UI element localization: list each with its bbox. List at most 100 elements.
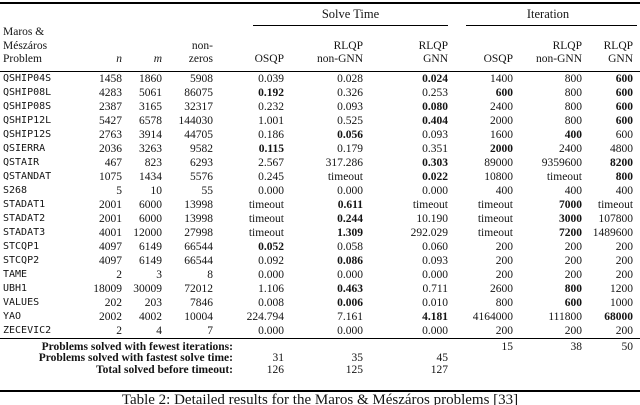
cell-iteration: 200 [564,254,582,267]
cell-iteration: 400 [564,184,582,197]
cell-solve-time: timeout [412,198,448,211]
cell-solve-time: 0.000 [258,324,284,337]
cell-problem: STCQP2 [3,254,40,266]
cell-iteration: 600 [615,128,634,141]
cell-n: 2763 [99,128,122,141]
cell-iteration: 800 [564,100,582,113]
cell-nonzeros: 86075 [184,86,213,99]
cell-iteration: 600 [495,86,513,99]
table-caption: Table 2: Detailed results for the Maros … [121,392,519,405]
group-header-iteration: Iteration [448,3,640,26]
cell-solve-time: 0.192 [258,86,284,99]
cell-nonzeros: 5576 [190,170,213,183]
cell-iteration: 2400 [559,142,582,155]
cell-iteration: 1489600 [592,226,634,239]
cell-iteration: 68000 [604,310,634,323]
cell-n: 202 [104,296,122,309]
summary-value: 125 [284,364,363,392]
cell-solve-time: 0.179 [337,142,363,155]
cell-iteration: timeout [477,212,513,225]
cell-iteration: 2000 [490,114,513,127]
summary-row-fewest-iterations: Problems solved with fewest iterations: … [0,337,640,353]
cell-iteration: 200 [495,268,513,281]
cell-m: 3263 [139,142,162,155]
cell-n: 2 [116,268,122,281]
cell-iteration: 600 [615,86,634,99]
table-row: QSHIP08S 2387 3165 32317 0.232 0.093 0.080 2400… [0,100,640,114]
cell-solve-time: timeout [248,198,284,211]
cell-solve-time: 0.244 [337,212,363,225]
cell-m: 6000 [139,198,162,211]
cell-n: 2002 [99,310,122,323]
cell-n: 4097 [99,240,122,253]
summary-value [582,364,640,392]
iter-rlqp-gnn-header-line2: GNN [608,53,634,65]
cell-nonzeros: 32317 [184,100,213,113]
cell-nonzeros: 44705 [184,128,213,141]
summary-value: 126 [213,364,284,392]
cell-solve-time: 0.351 [422,142,448,155]
cell-iteration: 800 [564,282,582,295]
nonzeros-header-line1: non- [191,39,213,52]
cell-iteration: 1200 [610,282,634,295]
cell-n: 1458 [99,72,122,85]
cell-solve-time: 0.080 [422,100,448,113]
cell-solve-time: 0.186 [258,128,284,141]
col-header-n: n [75,26,122,72]
cell-iteration: 4800 [610,142,634,155]
cell-iteration: 107800 [598,212,634,225]
table-row: STADAT2 2001 6000 13998 timeout 0.244 10.190 ti… [0,212,640,226]
cell-problem: S268 [3,184,28,196]
table-row: QSHIP12S 2763 3914 44705 0.186 0.056 0.093 1600… [0,128,640,142]
summary-value [213,337,284,353]
cell-m: 6149 [139,240,162,253]
summary-value [284,337,363,353]
cell-solve-time: 0.525 [337,114,363,127]
table-row: S268 5 10 55 0.000 0.000 0.000 400 400 400 [0,184,640,198]
n-header: n [116,53,122,65]
cell-iteration: 2600 [490,282,513,295]
problem-header-line2: Problem [3,53,42,65]
cell-nonzeros: 144030 [178,114,214,127]
iter-rlqp-gnn-header-line1: RLQP [603,39,634,52]
table-row: VALUES 202 203 7846 0.008 0.006 0.010 800 600 100… [0,296,640,310]
cell-problem: QSHIP12S [3,128,52,140]
cell-iteration: timeout [597,198,634,211]
cell-solve-time: 0.303 [422,156,448,169]
cell-m: 1434 [139,170,162,183]
cell-nonzeros: 8 [207,268,213,281]
summary-label-text: Problems solved with fewest iterations: [41,340,233,353]
summary-value [448,364,513,392]
table-row: UBH1 18009 30009 72012 1.106 0.463 0.711 2600 80… [0,282,640,296]
cell-iteration: 7000 [559,198,582,211]
cell-iteration: 800 [564,86,582,99]
cell-iteration: 400 [495,184,513,197]
cell-solve-time: 0.086 [337,254,363,267]
cell-solve-time: 0.404 [422,114,448,127]
cell-nonzeros: 13998 [184,212,213,225]
cell-solve-time: 0.052 [258,240,284,253]
cell-problem: QSIERRA [3,142,46,154]
cell-solve-time: 0.000 [422,268,448,281]
cell-iteration: 200 [615,324,634,337]
solve-rlqp-gnn-header-line2: GNN [423,53,448,65]
cell-m: 203 [144,296,162,309]
solve-rlqp-non-gnn-header-line1: RLQP [333,39,363,52]
cell-m: 6578 [139,114,162,127]
col-header-solve-rlqp-non-gnn: RLQP non-GNN [284,26,363,72]
cell-iteration: 600 [564,296,582,309]
cell-problem: ZECEVIC2 [3,324,52,336]
cell-solve-time: 1.106 [258,282,284,295]
cell-n: 2387 [99,100,122,113]
cell-problem: STCQP1 [3,240,40,252]
cell-solve-time: 4.181 [422,310,448,323]
cell-solve-time: 0.463 [337,282,363,295]
summary-value [363,337,448,353]
col-header-nonzeros: non- zeros [162,26,213,72]
cell-solve-time: 0.232 [258,100,284,113]
cell-n: 2 [116,324,122,337]
table-row: QSHIP08L 4283 5061 86075 0.192 0.326 0.253 600 8… [0,86,640,100]
summary-row-fastest-solve-time: Problems solved with fastest solve time:… [0,352,640,365]
cell-n: 2036 [99,142,122,155]
table-row: QSHIP12L 5427 6578 144030 1.001 0.525 0.404 200… [0,114,640,128]
